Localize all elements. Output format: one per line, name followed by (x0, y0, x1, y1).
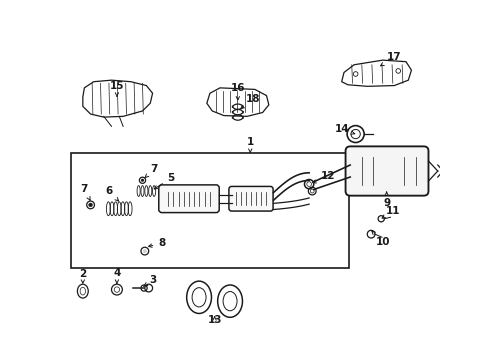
Text: 7: 7 (145, 164, 158, 177)
FancyBboxPatch shape (228, 186, 272, 211)
FancyBboxPatch shape (159, 185, 219, 213)
Text: 5: 5 (154, 173, 174, 189)
Text: 11: 11 (381, 206, 399, 218)
Text: 8: 8 (148, 238, 165, 248)
Text: 13: 13 (207, 315, 222, 325)
Text: 10: 10 (371, 231, 389, 247)
Text: 1: 1 (246, 137, 253, 153)
Text: 17: 17 (380, 52, 401, 66)
Circle shape (142, 249, 146, 253)
Text: 18: 18 (240, 94, 260, 109)
Text: 4: 4 (113, 267, 121, 283)
Text: 15: 15 (109, 81, 124, 96)
Text: 9: 9 (382, 192, 389, 208)
Text: 3: 3 (143, 275, 156, 286)
Text: 12: 12 (312, 171, 335, 183)
FancyBboxPatch shape (345, 147, 427, 195)
Text: 7: 7 (81, 184, 90, 200)
Text: 2: 2 (79, 269, 86, 283)
Text: 6: 6 (105, 186, 118, 201)
Bar (71, 153, 349, 268)
Text: 14: 14 (334, 125, 354, 134)
Circle shape (141, 179, 144, 182)
Circle shape (88, 203, 92, 207)
Text: 16: 16 (230, 83, 244, 100)
